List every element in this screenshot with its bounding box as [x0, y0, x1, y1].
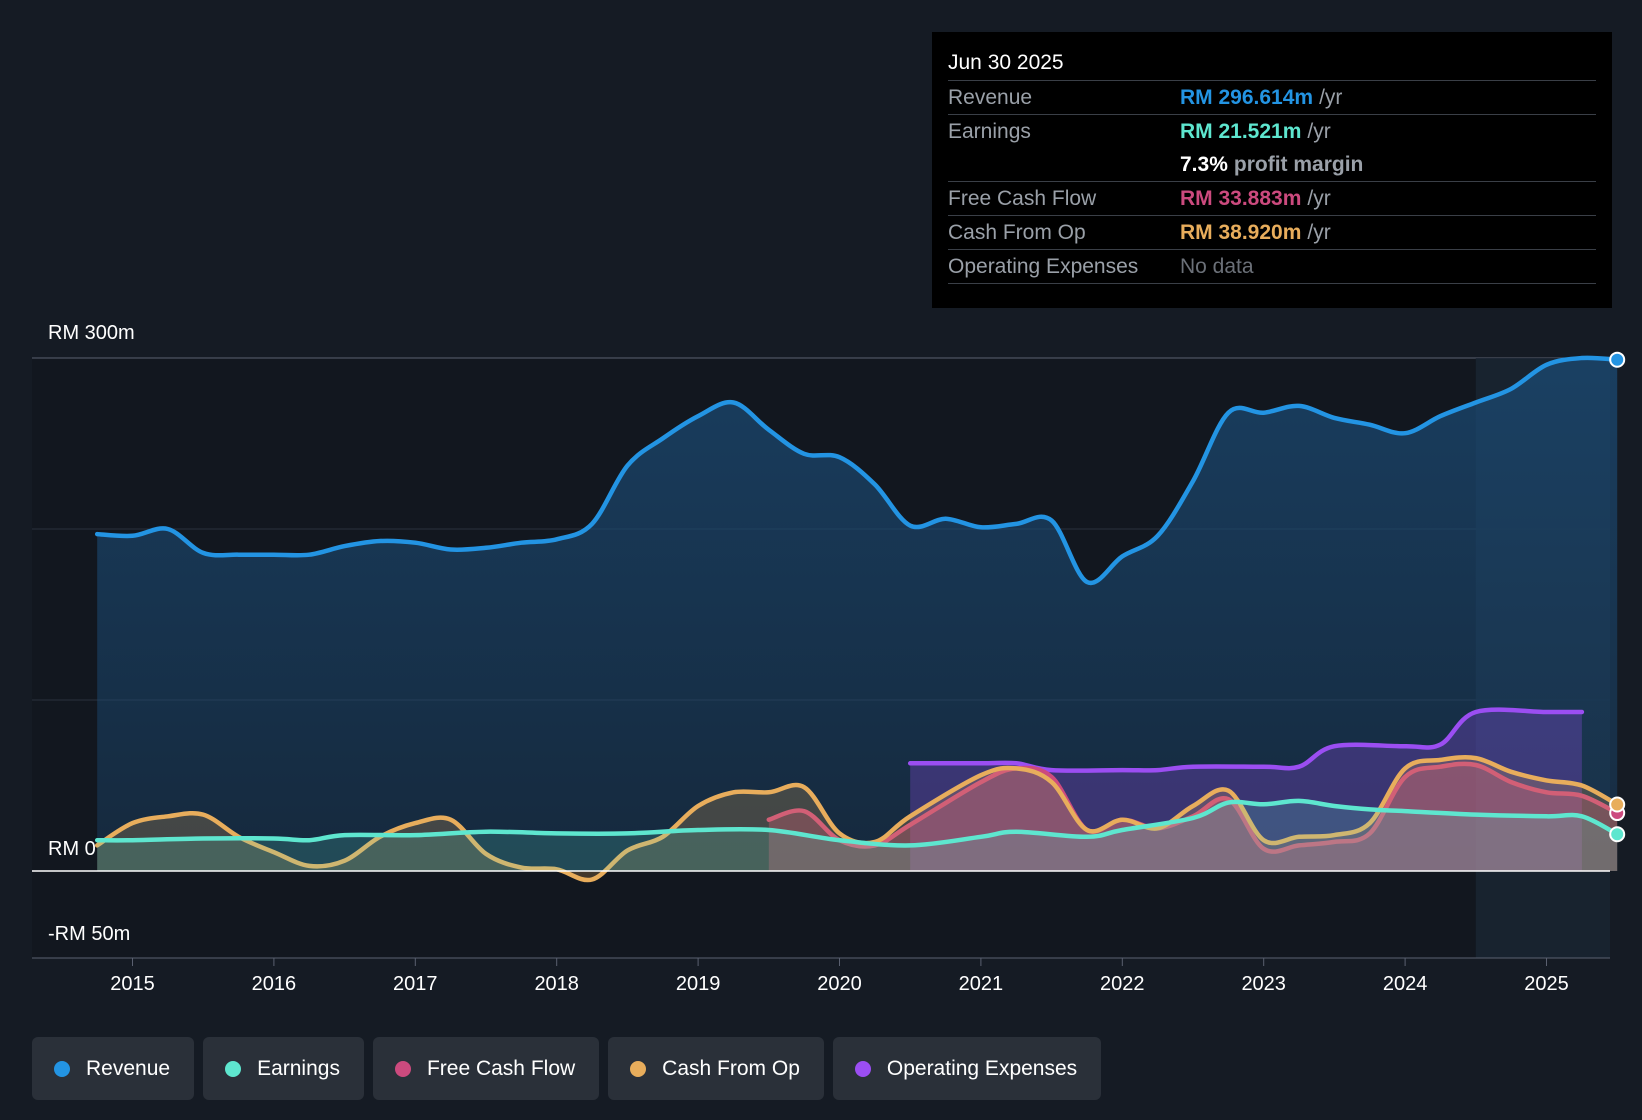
- legend-label: Earnings: [257, 1056, 340, 1080]
- tooltip-value: 7.3%: [1180, 153, 1228, 176]
- legend-dot-icon: [630, 1060, 647, 1077]
- tooltip-label: Cash From Op: [948, 221, 1086, 244]
- end-marker-earnings: [1609, 826, 1626, 843]
- series-line-cash-from-op: [94, 755, 1620, 883]
- series-area-revenue: [97, 357, 1618, 871]
- tooltip-value: RM 33.883m: [1180, 187, 1302, 210]
- x-tick-label-2020: 2020: [817, 973, 862, 995]
- tooltip-label: Operating Expenses: [948, 255, 1139, 278]
- tooltip-value: RM 21.521m: [1180, 120, 1302, 143]
- x-tick-label-2024: 2024: [1383, 973, 1428, 995]
- legend-dot-icon: [225, 1060, 242, 1077]
- series-area-earnings: [97, 800, 1618, 871]
- legend: Revenue Earnings Free Cash Flow Cash Fro…: [32, 1037, 1102, 1100]
- tooltip-row-earnings: Earnings RM 21.521m /yr: [948, 115, 1596, 148]
- x-tick-label-2017: 2017: [393, 973, 438, 995]
- tooltip-value: RM 296.614m: [1180, 86, 1314, 109]
- legend-label: Cash From Op: [662, 1056, 800, 1080]
- legend-label: Operating Expenses: [886, 1056, 1078, 1080]
- tooltip-unit: /yr: [1307, 120, 1331, 143]
- x-tick-label-2022: 2022: [1100, 973, 1145, 995]
- end-markers: [1609, 351, 1626, 843]
- x-tick-label-2025: 2025: [1524, 973, 1569, 995]
- tooltip-row-cfo: Cash From Op RM 38.920m /yr: [948, 216, 1596, 250]
- series-line-earnings: [94, 798, 1620, 848]
- series-layer: [94, 355, 1620, 883]
- series-line-free-cash-flow: [766, 761, 1620, 854]
- tooltip-label: Revenue: [948, 86, 1033, 109]
- x-tick-label-2018: 2018: [534, 973, 579, 995]
- end-marker-revenue: [1609, 351, 1626, 368]
- x-tick-label-2023: 2023: [1241, 973, 1286, 995]
- tooltip-date: Jun 30 2025: [948, 46, 1596, 81]
- legend-item-free-cash-flow[interactable]: Free Cash Flow: [372, 1037, 600, 1100]
- y-label-top: RM 300m: [48, 322, 135, 344]
- legend-dot-icon: [394, 1060, 411, 1077]
- x-tick-label-2019: 2019: [676, 973, 721, 995]
- tooltip-row-margin: 7.3% profit margin: [948, 148, 1596, 182]
- tooltip-label: Earnings: [948, 120, 1031, 143]
- tooltip-unit: /yr: [1307, 221, 1331, 244]
- y-label-bottom: -RM 50m: [48, 923, 130, 945]
- tooltip-row-fcf: Free Cash Flow RM 33.883m /yr: [948, 182, 1596, 216]
- tooltip-unit: profit margin: [1233, 153, 1364, 176]
- tooltip-value: RM 38.920m: [1180, 221, 1302, 244]
- legend-item-operating-expenses[interactable]: Operating Expenses: [832, 1037, 1102, 1100]
- series-area-cash-from-op: [97, 757, 1618, 881]
- legend-label: Revenue: [86, 1056, 171, 1080]
- series-area-operating-expenses: [910, 709, 1582, 871]
- tooltip-unit: /yr: [1307, 187, 1331, 210]
- tooltip-label: [948, 148, 1180, 181]
- legend-dot-icon: [854, 1060, 871, 1077]
- legend-dot-icon: [54, 1060, 70, 1077]
- legend-item-cash-from-op[interactable]: Cash From Op: [608, 1037, 824, 1100]
- legend-label: Free Cash Flow: [426, 1056, 576, 1080]
- series-line-operating-expenses: [907, 707, 1585, 773]
- x-tick-label-2015: 2015: [110, 973, 155, 995]
- legend-item-earnings[interactable]: Earnings: [203, 1037, 364, 1100]
- tooltip-unit: /yr: [1319, 86, 1343, 109]
- tooltip-row-opex: Operating Expenses No data: [948, 250, 1596, 284]
- tooltip-panel: Jun 30 2025 Revenue RM 296.614m /yr Earn…: [932, 32, 1612, 308]
- tooltip-value: No data: [1180, 255, 1254, 278]
- y-label-zero: RM 0: [48, 838, 96, 860]
- x-tick-label-2021: 2021: [959, 973, 1004, 995]
- x-tick-label-2016: 2016: [252, 973, 297, 995]
- x-ticks: 2015 2016 2017 2018 2019 2020 2021 2022 2023 2024…: [110, 958, 1569, 995]
- legend-item-revenue[interactable]: Revenue: [32, 1037, 195, 1100]
- tooltip-label: Free Cash Flow: [948, 187, 1097, 210]
- series-line-revenue: [94, 355, 1620, 586]
- end-marker-cash-from-op: [1609, 796, 1626, 813]
- tooltip-row-revenue: Revenue RM 296.614m /yr: [948, 81, 1596, 115]
